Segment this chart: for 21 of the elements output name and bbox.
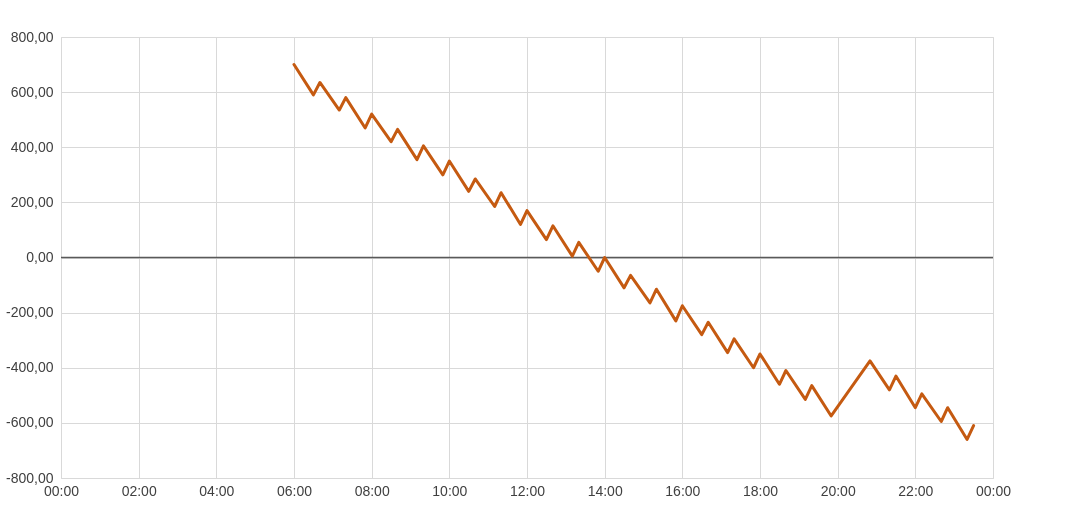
y-tick-label: -200,00 xyxy=(6,304,54,321)
y-tick-label: -600,00 xyxy=(6,414,54,431)
x-tick-label: 16:00 xyxy=(665,482,701,499)
x-tick-label: 08:00 xyxy=(354,482,390,499)
line-series xyxy=(292,63,976,441)
y-tick-label: 0,00 xyxy=(26,249,54,265)
x-tick-label: 22:00 xyxy=(898,482,934,499)
y-tick-label: 600,00 xyxy=(10,83,54,100)
x-tick-label: 02:00 xyxy=(121,482,157,499)
x-tick-label: 04:00 xyxy=(199,482,235,499)
x-tick-label: 00:00 xyxy=(975,482,1012,499)
y-tick-label: 200,00 xyxy=(10,193,54,210)
y-tick-label: -400,00 xyxy=(6,359,54,376)
x-tick-label: 10:00 xyxy=(432,482,468,499)
x-tick-label: 06:00 xyxy=(276,482,313,499)
y-tick-label: 400,00 xyxy=(10,138,54,155)
x-tick-label: 20:00 xyxy=(820,482,856,499)
x-tick-label: 12:00 xyxy=(509,482,546,499)
y-tick-label: 800,00 xyxy=(10,28,54,45)
x-tick-label: 18:00 xyxy=(742,482,779,499)
x-tick-label: 14:00 xyxy=(587,482,623,499)
